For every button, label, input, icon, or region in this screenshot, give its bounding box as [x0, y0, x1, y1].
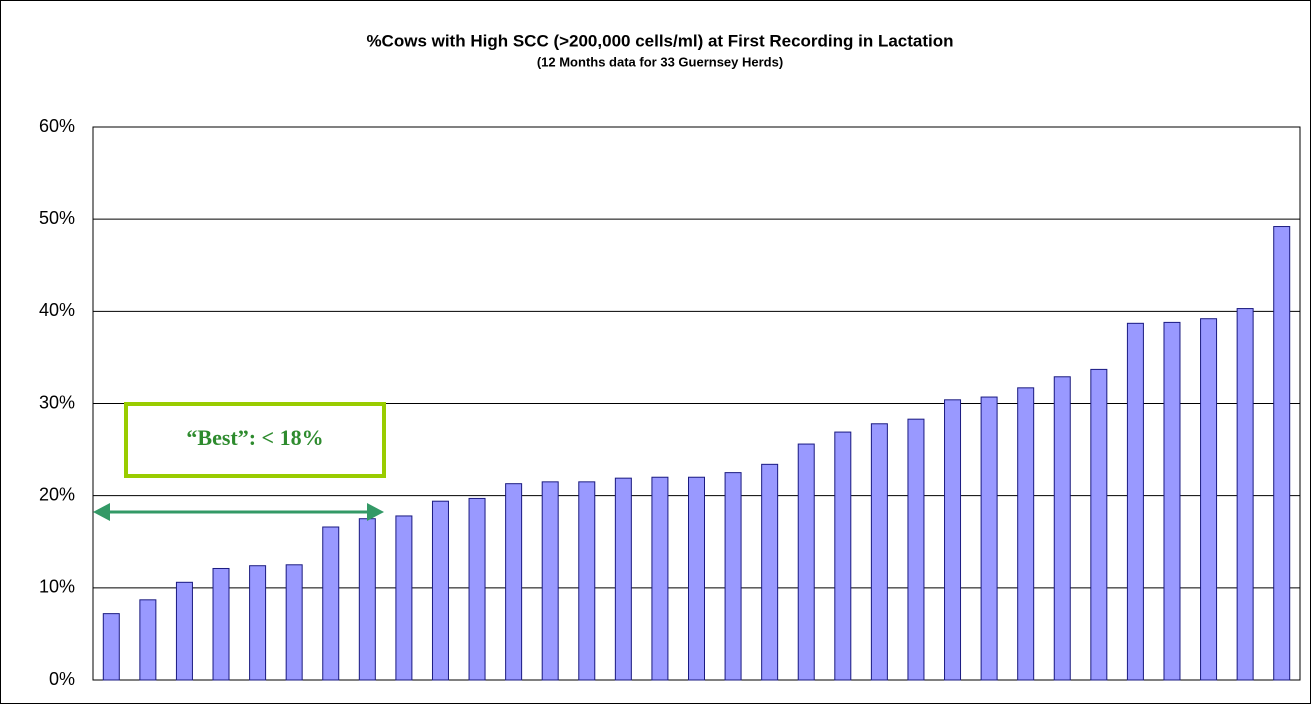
- bar: [870, 423, 888, 681]
- bar: [1017, 387, 1035, 681]
- bar: [1273, 226, 1291, 681]
- bar: [322, 526, 340, 681]
- bar: [578, 481, 596, 681]
- chart-title: %Cows with High SCC (>200,000 cells/ml) …: [366, 31, 953, 50]
- bar: [395, 515, 413, 681]
- bar: [651, 476, 669, 681]
- bar: [797, 443, 815, 681]
- bar: [1126, 322, 1144, 681]
- bar: [1236, 308, 1254, 681]
- y-tick-label: 50%: [39, 208, 75, 228]
- bar: [724, 472, 742, 681]
- bar: [285, 564, 303, 681]
- bar: [358, 518, 376, 681]
- y-tick-label: 10%: [39, 577, 75, 597]
- y-tick-label: 40%: [39, 300, 75, 320]
- bar: [431, 500, 449, 681]
- bar: [980, 396, 998, 681]
- bar: [688, 476, 705, 681]
- bar: [834, 431, 852, 681]
- bar: [1053, 376, 1071, 681]
- bar: [212, 567, 230, 681]
- bar: [102, 613, 120, 681]
- bar: [614, 477, 632, 681]
- annotation-box: [124, 402, 386, 478]
- y-tick-label: 30%: [39, 392, 75, 412]
- bar: [139, 599, 157, 681]
- bar: [1200, 318, 1218, 681]
- bar: [761, 463, 779, 681]
- y-tick-label: 60%: [39, 116, 75, 136]
- chart-subtitle: (12 Months data for 33 Guernsey Herds): [537, 54, 783, 69]
- bar: [175, 581, 193, 681]
- bar: [907, 418, 925, 681]
- bar: [541, 481, 559, 681]
- y-tick-label: 20%: [39, 484, 75, 504]
- bar: [505, 483, 523, 681]
- bar: [1163, 321, 1181, 681]
- bar: [944, 399, 962, 681]
- bar: [1090, 368, 1108, 681]
- bar: [468, 497, 486, 681]
- bar: [249, 565, 267, 681]
- annotation-text: “Best”: < 18%: [186, 425, 323, 450]
- annotation-arrow: [93, 503, 384, 521]
- y-tick-label: 0%: [49, 669, 75, 689]
